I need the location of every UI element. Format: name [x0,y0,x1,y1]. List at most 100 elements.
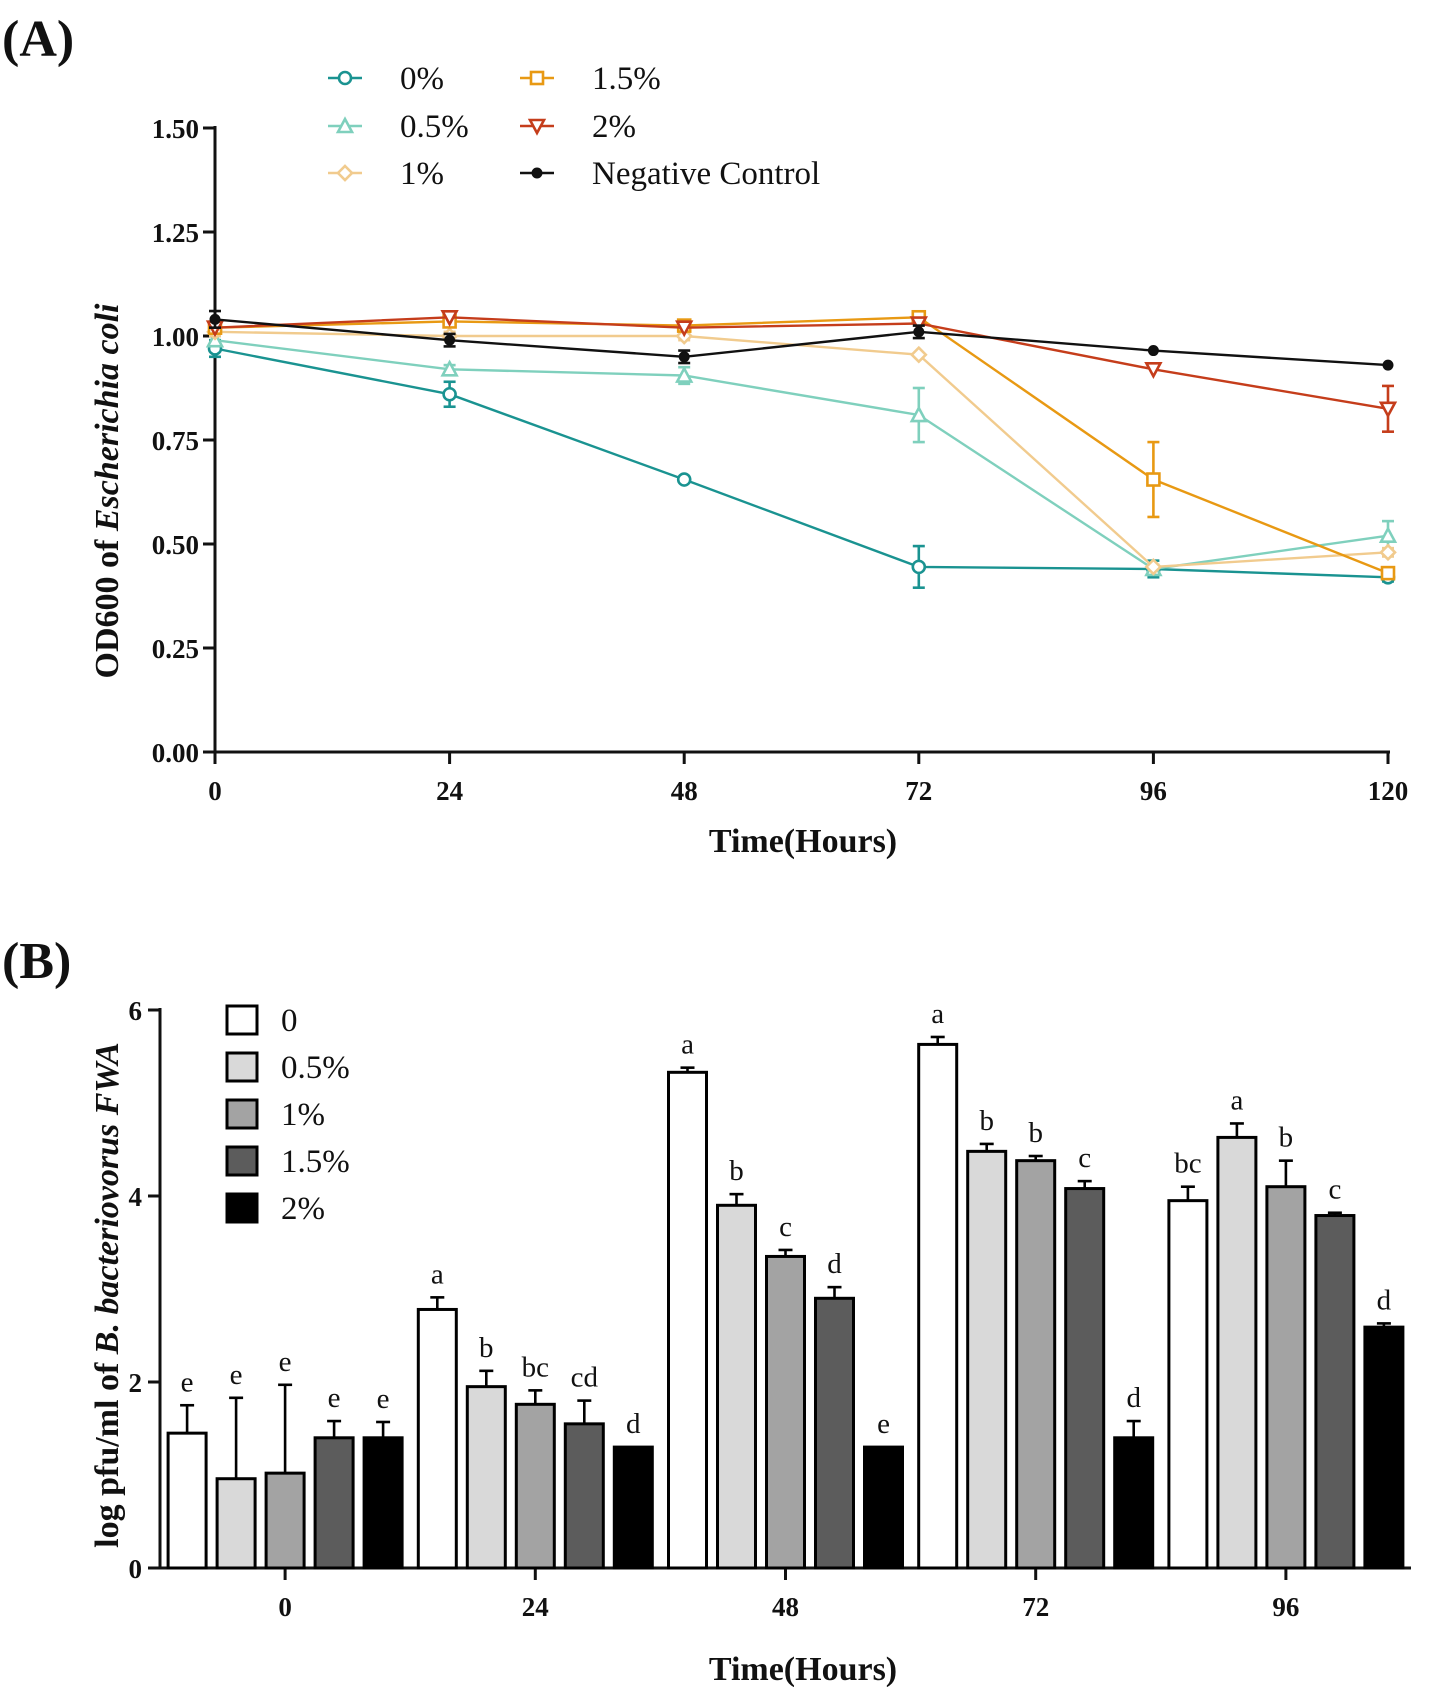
data-point-negative-control [444,334,456,346]
panel-a-x-axis-title: Time(Hours) [709,823,897,860]
data-point-0pct [676,472,692,487]
data-point-negative-control [678,351,690,363]
significance-label: b [479,1332,494,1364]
panel-a-x-tick-label: 0 [208,776,222,806]
legend-swatch-2pct [225,1192,259,1224]
panel-b-y-axis-title-prefix: log pfu/ml of [89,1354,126,1548]
panel-b-label: (B) [2,933,71,990]
data-point-2pct [675,320,694,338]
bar-0-5pct-72 [966,1149,1008,1570]
panel-b-x-tick-label: 24 [522,1592,549,1622]
legend-label-1-5pct: 1.5% [281,1144,350,1180]
series-0pct [207,338,1396,589]
legend-marker-2pct [527,118,547,136]
panel-a-y-axis-title-species: Escherichia coli [89,303,126,532]
panel-a-x-tick-label: 120 [1368,776,1409,806]
legend-label-2pct: 2% [592,109,636,145]
significance-label: c [779,1211,792,1243]
significance-label: b [1279,1122,1294,1154]
data-point-1-5pct [1380,565,1396,581]
bar-2pct-0 [362,1436,404,1570]
panel-b-x-tick-label: 0 [278,1592,292,1622]
legend-item-1pct: 1% [225,1097,325,1133]
legend-swatch-0-5pct [225,1051,259,1083]
data-point-negative-control [913,326,925,338]
bar-0-5pct-24 [465,1385,507,1570]
series-negative-control [209,309,1394,371]
bar-0-5pct-0 [215,1477,257,1570]
bar-0-48 [667,1070,708,1570]
panel-b-y-tick-label: 4 [129,1182,143,1212]
panel-b-y-tick-label: 6 [129,996,143,1026]
data-point-negative-control [209,313,221,325]
significance-label: e [328,1382,341,1414]
significance-label: d [1126,1382,1141,1414]
bar-0-72 [917,1042,959,1570]
data-point-2pct [1378,401,1398,419]
data-point-0pct [911,559,927,575]
legend-swatch-1pct [225,1098,259,1130]
series-line-1-5pct [214,316,1389,575]
legend-label-1pct: 1% [281,1097,325,1133]
panel-a-axes: 0.00 0.25 0.50 0.75 1.00 1.25 1.50 0 24 48 72 96 120 [152,114,1409,806]
panel-a-y-tick-label: 0.75 [152,426,199,456]
bar-0-24 [416,1307,458,1570]
significance-label: bc [522,1351,549,1383]
panel-a-y-axis-title-prefix: OD600 of [89,531,126,678]
panel-a-series [205,309,1398,589]
panel-b-y-axis-title: log pfu/ml of B. bacteriovorus FWA [89,1042,126,1548]
significance-label: a [681,1029,694,1061]
legend-label-1-5pct: 1.5% [592,61,661,97]
legend-item-0-5pct: 0.5% [328,109,469,145]
panel-a: (A) 0%0.5%1%1.5%2%Negative Control 0.000… [2,11,1408,860]
data-point-1pct [909,345,928,364]
data-point-negative-control [1147,345,1159,357]
panel-a-label: (A) [2,11,74,68]
data-point-2pct [909,316,928,334]
significance-label: d [1377,1284,1392,1316]
bar-2pct-48 [863,1445,904,1570]
data-point-0-5pct [1378,525,1398,543]
legend-item-0-5pct: 0.5% [225,1050,350,1086]
bar-1-5pct-72 [1064,1187,1106,1570]
legend-label-2pct: 2% [281,1191,325,1227]
legend-swatch-0 [225,1004,259,1036]
series-line-1pct [214,330,1389,569]
series-line-0-5pct [214,339,1389,571]
legend-label-0-5pct: 0.5% [400,109,469,145]
significance-label: b [1028,1117,1043,1149]
significance-label: e [377,1383,390,1415]
bar-1pct-24 [514,1402,556,1570]
data-point-negative-control [1382,359,1394,371]
legend-label-0-5pct: 0.5% [281,1050,350,1086]
panel-a-y-tick-label: 1.00 [152,322,199,352]
series-1-5pct [207,309,1396,581]
significance-label: d [626,1408,641,1440]
legend-label-0pct: 0% [400,61,444,97]
legend-item-0pct: 0% [328,61,444,97]
legend-marker-negative-control [531,167,543,179]
legend-item-1-5pct: 1.5% [225,1144,350,1180]
legend-item-2pct: 2% [225,1191,325,1227]
bar-1pct-72 [1015,1159,1057,1570]
bar-1pct-0 [264,1471,306,1570]
panel-a-x-tick-label: 48 [671,776,698,806]
legend-swatch-1-5pct [225,1145,259,1177]
panel-b-x-tick-label: 96 [1272,1592,1299,1622]
bar-1-5pct-96 [1314,1214,1356,1570]
data-point-0-5pct [440,359,459,377]
significance-label: e [230,1359,243,1391]
bar-1-5pct-24 [563,1422,605,1570]
bar-1-5pct-48 [814,1296,855,1570]
significance-label: a [931,998,944,1030]
legend-marker-0-5pct [335,116,355,134]
significance-label: c [1328,1174,1341,1206]
series-line-negative-control [214,318,1389,367]
data-point-0-5pct [675,365,694,383]
bar-1pct-96 [1265,1185,1307,1570]
legend-label-1pct: 1% [400,156,444,192]
panel-a-legend: 0% 0.5% 1% 1.5% 2% Negative Control [328,61,820,192]
